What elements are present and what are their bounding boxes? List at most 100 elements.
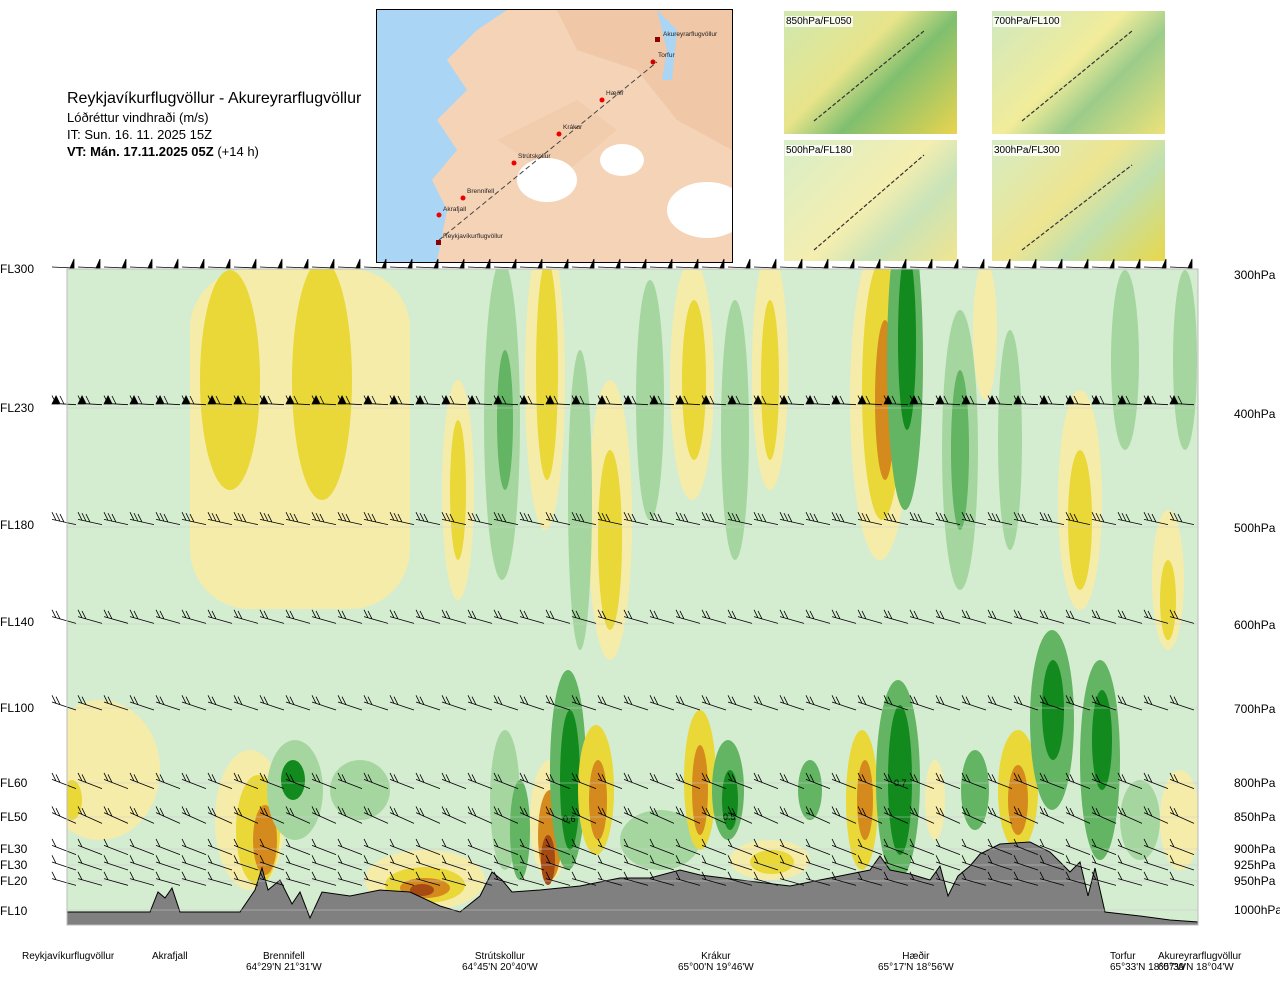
fl-label: FL20 [0,874,28,888]
wind-barb [1039,609,1065,624]
barb-row [51,871,1195,886]
wind-barb [545,806,571,824]
wind-barb [571,806,597,824]
wind-barb [1117,395,1143,406]
wind-barb [883,838,909,856]
wind-barb [701,258,725,269]
location-coord: 65°33'N 18°07'W [1110,962,1186,973]
wind-barb [675,395,701,406]
wind-barb [805,806,831,824]
wind-barb [259,258,283,269]
descent-band [67,700,160,840]
wind-barb [753,695,779,711]
wind-barb [1091,838,1117,856]
fl-label: FL100 [0,701,35,715]
wind-barb [493,258,517,269]
ascent-band [568,350,592,650]
wind-barb [909,855,935,871]
wind-barb [649,772,675,790]
wind-barb [1169,695,1195,711]
wind-barb [77,772,103,790]
wind-barb [571,609,597,624]
wind-barb [337,258,361,269]
wind-barb [649,855,675,871]
wind-barb [1039,838,1065,856]
terrain-profile [66,841,1199,926]
wind-barb [337,772,363,790]
wind-barb [623,772,649,790]
location-name: Akureyrarflugvöllur [1158,951,1242,962]
wind-barb [1091,695,1117,711]
wind-barb [519,609,545,624]
descent-core [750,850,794,874]
wind-barb [519,855,545,871]
wind-barb [545,512,571,526]
wind-barb [77,695,103,711]
wind-barb [623,871,649,886]
wind-barb [831,772,857,790]
wind-barb [883,772,909,790]
wind-barb [857,609,883,624]
wind-barb [467,695,493,711]
wind-barb [207,871,233,886]
wind-barb [597,395,623,406]
wind-barb [389,695,415,711]
wind-barb [233,838,259,856]
location-label: Strútskollur 64°45'N 20°40'W [462,951,538,973]
wind-barb [935,609,961,624]
wind-barb [961,609,987,624]
wind-barb [441,855,467,871]
wind-barb [961,772,987,790]
ascent-core [497,350,513,490]
wind-barb [415,395,441,406]
wind-barb [831,512,857,526]
wind-barb [285,695,311,711]
wind-barb [805,512,831,526]
wind-barb [779,609,805,624]
wind-barb [545,395,571,406]
wind-barb [77,806,103,824]
wind-barb [1039,806,1065,824]
location-name: Reykjavíkurflugvöllur [22,951,115,962]
fl-label: FL30 [0,842,28,856]
wind-barb [155,512,181,526]
wind-barbs [51,258,1195,886]
wind-barb [909,512,935,526]
wind-barb [1143,772,1169,790]
descent-strong [692,745,708,835]
wind-barb [129,772,155,790]
wind-barb [571,855,597,871]
wind-barb [337,609,363,624]
wind-barb [701,855,727,871]
wind-barb [961,395,987,406]
barb-row [51,258,1193,269]
descent-strong [253,805,277,875]
ascent-band [1120,780,1160,860]
wind-barb [1065,772,1091,790]
wind-barb [259,395,285,406]
waypoint-reykjavik [436,240,441,245]
wind-barb [493,806,519,824]
wind-barb [1169,258,1193,269]
wind-barb [155,395,181,406]
wind-barb [987,838,1013,856]
wind-barb [233,512,259,526]
wind-barb [935,395,961,406]
wind-barb [155,871,181,886]
wind-barb [519,258,543,269]
wind-barb [753,838,779,856]
wind-barb [701,806,727,824]
barb-row [51,772,1195,790]
descent-core [536,269,558,480]
wind-barb [285,609,311,624]
wind-barb [649,838,675,856]
descent-max [410,884,434,896]
wind-barb [935,806,961,824]
wind-barb [467,855,493,871]
descent-band [973,269,997,400]
route-waypoints [436,37,660,245]
wind-barb [51,512,77,526]
wind-barb [675,609,701,624]
wind-barb [961,855,987,871]
wind-barb [1091,772,1117,790]
